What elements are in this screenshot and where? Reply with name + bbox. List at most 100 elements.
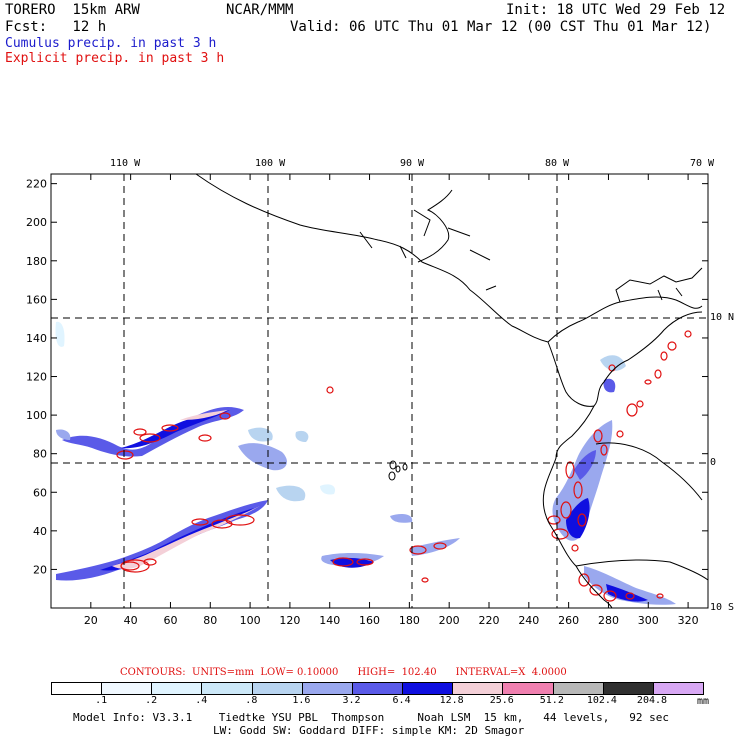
explicit-contour [571, 544, 579, 552]
explicit-contour [219, 412, 231, 420]
colorbar-level: 51.2 [539, 695, 564, 706]
explicit-contour [636, 400, 644, 408]
explicit-contour [603, 590, 617, 602]
x-axis: 20 40 60 80 100 120 140 160 180 200 220 240 260 280 30… [84, 174, 699, 627]
y-tick-label: 140 [26, 332, 47, 345]
map-frame [50, 173, 709, 609]
x-tick-label: 80 [203, 614, 217, 627]
coastline [413, 209, 491, 261]
coastline [615, 267, 703, 303]
explicit-contour [326, 386, 334, 394]
explicit-contour [625, 592, 635, 600]
colorbar-level: 25.6 [489, 695, 514, 706]
colorbar-level: .4 [195, 695, 208, 706]
y-tick-label: 80 [33, 448, 47, 461]
explicit-contour [433, 542, 447, 550]
colorbar-swatch [102, 683, 153, 694]
coastline [575, 559, 709, 581]
precip-area [584, 566, 676, 605]
precip-area [100, 508, 254, 571]
explicit-contour [120, 561, 140, 571]
lat-label: 0 [710, 457, 717, 468]
init-time: Init: 18 UTC Wed 29 Feb 12 [506, 2, 726, 18]
colorbar-swatch [453, 683, 504, 694]
lon-label: 90 W [400, 158, 425, 169]
island [402, 463, 408, 471]
explicit-contour [409, 545, 427, 555]
y-axis: 20 40 60 80 100 120 140 160 180 200 220 [26, 178, 708, 576]
colorbar-level: 204.8 [636, 695, 668, 706]
explicit-contour [198, 434, 212, 442]
coastline [595, 442, 703, 501]
colorbar-level: .1 [95, 695, 108, 706]
lon-label: 80 W [545, 158, 570, 169]
x-tick-label: 320 [678, 614, 699, 627]
y-tick-label: 180 [26, 255, 47, 268]
coastline [547, 311, 703, 407]
coastline [657, 287, 683, 301]
lat-label: 10 N [710, 312, 735, 323]
coastline [359, 231, 497, 291]
precip-area [600, 355, 626, 371]
colorbar-level: 6.4 [392, 695, 411, 706]
coastline [542, 405, 613, 609]
precip-area [410, 538, 460, 556]
coastline [195, 173, 549, 343]
colorbar [51, 682, 704, 695]
precip-area [56, 429, 71, 440]
x-tick-label: 200 [439, 614, 460, 627]
island [395, 465, 401, 473]
colorbar-swatch [503, 683, 554, 694]
x-tick-label: 300 [638, 614, 659, 627]
y-tick-label: 160 [26, 293, 47, 306]
lon-label: 70 W [690, 158, 715, 169]
explicit-contour [332, 557, 354, 567]
precip-area [320, 484, 336, 495]
x-tick-label: 220 [479, 614, 500, 627]
coastline [417, 189, 453, 263]
y-tick-label: 20 [33, 563, 47, 576]
colorbar-level: 3.2 [342, 695, 361, 706]
island [389, 460, 397, 470]
y-tick-label: 40 [33, 525, 47, 538]
lon-label: 110 W [110, 158, 141, 169]
explicit-contour [191, 518, 209, 526]
explicit-contour [578, 573, 590, 587]
colorbar-swatch [352, 683, 404, 694]
x-tick-label: 20 [84, 614, 98, 627]
colorbar-swatch [302, 683, 353, 694]
precip-area [238, 443, 287, 471]
colorbar-swatch [152, 683, 203, 694]
org-label: NCAR/MMM [226, 2, 294, 18]
colorbar-swatch [252, 683, 303, 694]
colorbar-level: .8 [245, 695, 258, 706]
explicit-contour [660, 351, 668, 361]
colorbar-labels: .1 .2 .4 .8 1.6 3.2 6.4 12.8 25.6 51.2 102.4 204.8 [51, 696, 711, 708]
legend-cumulus: Cumulus precip. in past 3 h [5, 36, 217, 51]
precip-area [603, 378, 616, 393]
colorbar-level: 12.8 [439, 695, 464, 706]
precip-area [55, 321, 65, 347]
latlon-grid [51, 174, 708, 608]
colorbar-swatch [202, 683, 253, 694]
lon-label: 100 W [255, 158, 286, 169]
explicit-contour [573, 481, 583, 499]
model-title: TORERO 15km ARW [5, 2, 140, 18]
precip-area [112, 506, 260, 569]
colorbar-swatch [52, 683, 103, 694]
x-tick-label: 240 [518, 614, 539, 627]
model-physics: LW: Godd SW: Goddard DIFF: simple KM: 2D… [213, 724, 525, 737]
precip-area [248, 427, 273, 442]
precip-area [552, 420, 613, 541]
colorbar-level: 1.6 [292, 695, 311, 706]
colorbar-level: 102.4 [586, 695, 617, 706]
coastlines [195, 173, 709, 609]
explicit-contour [161, 424, 179, 432]
explicit-contour [600, 444, 608, 456]
lat-label: 10 S [710, 602, 735, 613]
explicit-contour [593, 429, 603, 443]
explicit-contour [616, 430, 624, 438]
x-tick-label: 180 [399, 614, 420, 627]
explicit-contour [421, 577, 429, 583]
y-tick-label: 100 [26, 409, 47, 422]
